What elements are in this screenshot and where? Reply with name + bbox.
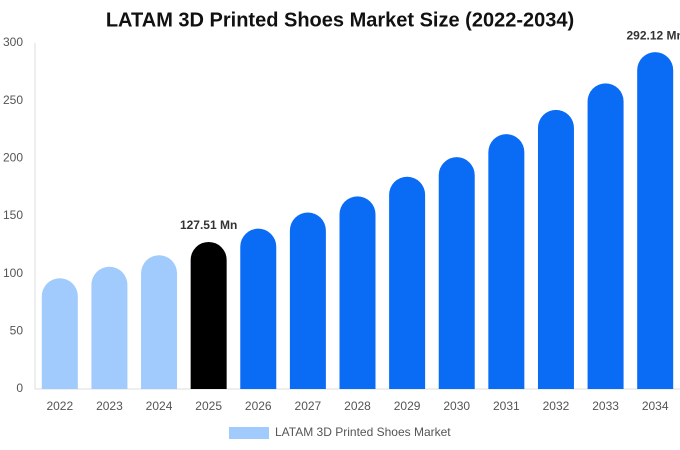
- y-tick-label: 200: [3, 151, 23, 165]
- bar: [488, 134, 525, 389]
- bar: [438, 157, 475, 389]
- bar: [141, 255, 178, 389]
- legend-label: LATAM 3D Printed Shoes Market: [275, 425, 451, 439]
- x-tick-label: 2030: [443, 399, 470, 413]
- y-tick-label: 150: [3, 208, 23, 222]
- bar: [240, 228, 277, 389]
- value-label: 292.12 Mn: [627, 28, 680, 42]
- x-tick-label: 2029: [394, 399, 421, 413]
- bar: [587, 83, 624, 389]
- legend-swatch: [229, 427, 269, 439]
- bar: [41, 278, 78, 389]
- x-tick-label: 2022: [46, 399, 73, 413]
- x-tick-label: 2032: [543, 399, 570, 413]
- bar: [91, 266, 128, 389]
- x-tick-label: 2033: [592, 399, 619, 413]
- bar: [339, 196, 376, 389]
- x-tick-label: 2025: [195, 399, 222, 413]
- x-tick-label: 2031: [493, 399, 520, 413]
- y-tick-label: 300: [3, 35, 23, 49]
- x-tick-label: 2027: [295, 399, 322, 413]
- y-tick-label: 0: [16, 381, 23, 395]
- bar: [190, 241, 227, 389]
- bar: [289, 212, 326, 389]
- x-tick-label: 2034: [642, 399, 669, 413]
- y-tick-label: 250: [3, 93, 23, 107]
- value-label: 127.51 Mn: [180, 218, 237, 232]
- chart-title: LATAM 3D Printed Shoes Market Size (2022…: [106, 9, 574, 31]
- x-tick-label: 2028: [344, 399, 371, 413]
- y-tick-label: 100: [3, 266, 23, 280]
- x-tick-label: 2023: [96, 399, 123, 413]
- bar: [637, 52, 674, 390]
- bar: [537, 109, 574, 389]
- x-tick-label: 2024: [146, 399, 173, 413]
- y-tick-label: 50: [10, 324, 24, 338]
- bar: [389, 176, 426, 389]
- x-tick-label: 2026: [245, 399, 272, 413]
